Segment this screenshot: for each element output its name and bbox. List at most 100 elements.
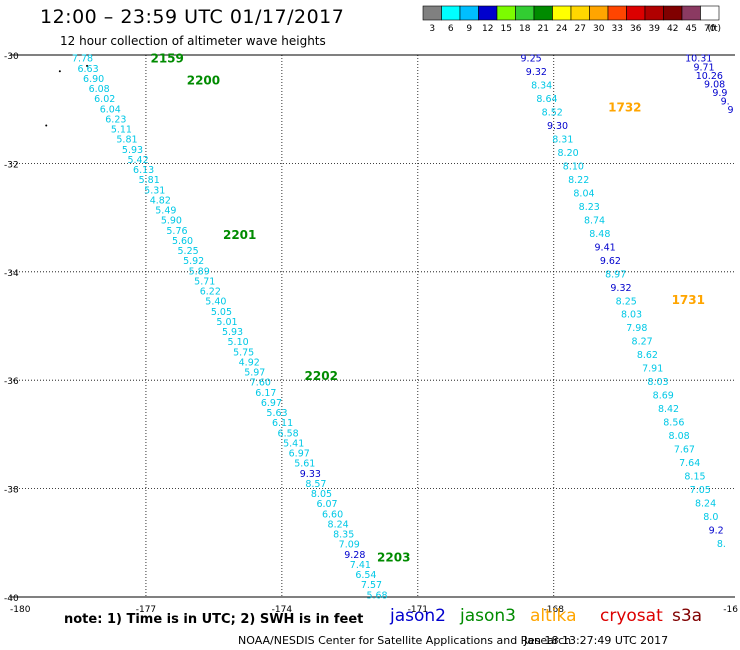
colorbar-swatch xyxy=(589,5,609,21)
wave-height-value: 7.64 xyxy=(679,458,700,469)
wave-height-value: 8.35 xyxy=(333,530,354,541)
wave-height-value: 5.31 xyxy=(144,185,165,196)
wave-height-value: 10.26 xyxy=(696,71,723,82)
wave-height-value: 8.22 xyxy=(568,175,589,186)
x-tick-label: -180 xyxy=(10,605,31,615)
wave-height-value: 9.33 xyxy=(300,469,321,480)
wave-height-value: 8.08 xyxy=(669,431,690,442)
wave-height-value: 5.92 xyxy=(183,256,204,267)
wave-height-value: 5.60 xyxy=(172,236,193,247)
wave-height-value: 9.9 xyxy=(712,88,727,99)
colorbar-swatch xyxy=(478,5,498,21)
wave-height-value: 6.02 xyxy=(94,94,115,105)
chart-subtitle: 12 hour collection of altimeter wave hei… xyxy=(60,34,326,48)
colorbar-tick-label: 42 xyxy=(667,24,678,34)
wave-height-value: 8.69 xyxy=(653,391,674,402)
footer-note: note: 1) Time is in UTC; 2) SWH is in fe… xyxy=(64,612,364,627)
legend-jason3: jason3 xyxy=(460,606,516,626)
wave-height-value: 8.03 xyxy=(621,310,642,321)
wave-height-value: 9.08 xyxy=(704,79,725,90)
wave-height-value: 8.24 xyxy=(695,498,716,509)
y-tick-label: -38 xyxy=(4,486,19,496)
wave-height-value: 5.89 xyxy=(189,266,210,277)
legend-cryosat: cryosat xyxy=(600,606,663,626)
colorbar-swatch xyxy=(496,5,516,21)
wave-height-value: 6.17 xyxy=(255,388,276,399)
wave-height-value: 5.42 xyxy=(127,155,148,166)
wave-height-value: 5.01 xyxy=(216,317,237,328)
wave-height-value: 10.31 xyxy=(685,54,712,65)
colorbar-tick-label: 36 xyxy=(630,24,642,34)
wave-height-value: 7.09 xyxy=(339,540,360,551)
wave-height-value: 5.10 xyxy=(228,337,249,348)
legend-s3a: s3a xyxy=(672,606,703,626)
wave-height-value: 7.60 xyxy=(250,378,271,389)
footer-timestamp: Jan 18 13:27:49 UTC 2017 xyxy=(524,634,669,647)
colorbar-swatch xyxy=(515,5,535,21)
time-label: 2202 xyxy=(305,369,338,383)
wave-height-value: 7.98 xyxy=(626,323,647,334)
wave-height-value: 8.42 xyxy=(658,404,679,415)
wave-height-value: 4.82 xyxy=(150,195,171,206)
land-dot xyxy=(58,70,61,73)
wave-height-value: 9.25 xyxy=(521,54,542,65)
colorbar-swatch xyxy=(441,5,461,21)
wave-height-value: 8.25 xyxy=(616,296,637,307)
wave-height-value: 6.11 xyxy=(272,418,293,429)
colorbar-tick-label: 33 xyxy=(612,24,623,34)
wave-height-value: 5.71 xyxy=(194,276,215,287)
x-tick-label: -177 xyxy=(136,605,156,615)
colorbar-tick-label: 39 xyxy=(649,24,661,34)
wave-height-value: 6.97 xyxy=(261,398,282,409)
wave-height-value: 7.78 xyxy=(72,54,93,65)
wave-height-value: 9.2 xyxy=(709,525,724,536)
wave-height-value: 6.07 xyxy=(316,499,337,510)
time-label: 2201 xyxy=(223,228,256,242)
colorbar-swatch xyxy=(626,5,646,21)
wave-height-value: 5.25 xyxy=(178,246,199,257)
wave-height-value: 5.68 xyxy=(366,590,387,601)
wave-height-value: 8.62 xyxy=(637,350,658,361)
wave-height-value: 5.61 xyxy=(294,459,315,470)
colorbar-tick-label: 70 xyxy=(704,24,716,34)
wave-height-value: 7.41 xyxy=(350,560,371,571)
colorbar-swatch xyxy=(644,5,664,21)
wave-height-value: 8.24 xyxy=(328,519,349,530)
wave-height-value: 8.03 xyxy=(647,377,668,388)
wave-height-value: 6.63 xyxy=(77,64,98,75)
wave-height-value: 9.30 xyxy=(547,121,568,132)
time-label: 2203 xyxy=(377,550,410,564)
colorbar-swatch xyxy=(552,5,572,21)
x-tick-label: -174 xyxy=(272,605,293,615)
wave-height-value: 8.04 xyxy=(573,188,594,199)
wave-height-value: 6.13 xyxy=(133,165,154,176)
wave-height-value: 8.20 xyxy=(558,148,579,159)
wave-height-value: 9.62 xyxy=(600,256,621,267)
x-tick-label: -16 xyxy=(723,605,738,615)
wave-height-value: 9.71 xyxy=(693,62,714,73)
wave-height-value: 5.05 xyxy=(211,307,232,318)
wave-height-value: 8.97 xyxy=(605,269,626,280)
wave-height-value: 7.57 xyxy=(361,580,382,591)
wave-height-value: 9.41 xyxy=(595,242,616,253)
y-tick-label: -40 xyxy=(4,594,19,604)
time-label: 2200 xyxy=(187,73,220,87)
footer-credit: NOAA/NESDIS Center for Satellite Applica… xyxy=(238,634,572,647)
wave-height-value: 7.91 xyxy=(642,364,663,375)
wave-height-value: 6.08 xyxy=(89,84,110,95)
wave-height-value: 8.05 xyxy=(311,489,332,500)
wave-height-value: 8.34 xyxy=(531,81,552,92)
legend-altika: altika xyxy=(530,606,577,626)
colorbar-tick-label: 9 xyxy=(466,24,472,34)
wave-height-value: 5.11 xyxy=(111,125,132,136)
wave-height-value: 5.41 xyxy=(283,438,304,449)
time-label: 2159 xyxy=(150,52,183,66)
land-dot xyxy=(45,124,48,127)
wave-height-value: 8.23 xyxy=(579,202,600,213)
chart-title: 12:00 – 23:59 UTC 01/17/2017 xyxy=(40,6,345,28)
wave-height-value: 5.49 xyxy=(155,206,176,217)
colorbar-swatch xyxy=(533,5,553,21)
wave-height-value: 9.32 xyxy=(526,67,547,78)
wave-height-value: 9. xyxy=(721,97,730,108)
wave-height-value: 5.63 xyxy=(266,408,287,419)
